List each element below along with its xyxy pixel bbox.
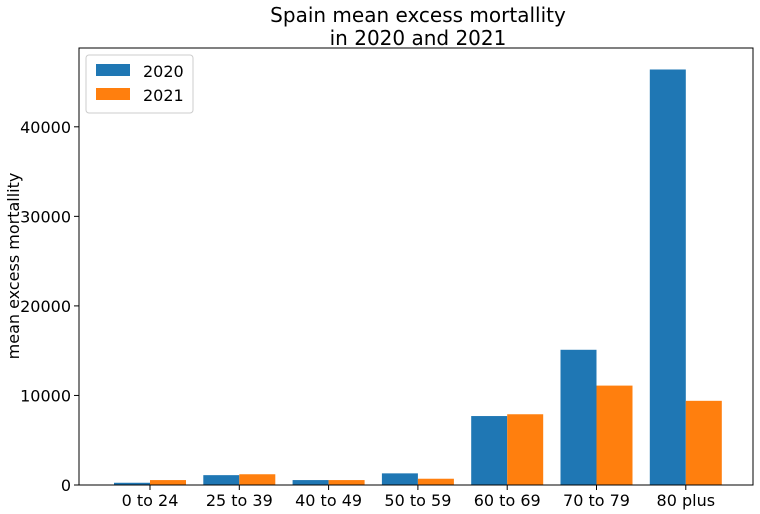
x-tick-label: 0 to 24 <box>122 491 179 510</box>
y-tick-label: 20000 <box>20 297 71 316</box>
bar-2020-25-to-39 <box>203 475 240 485</box>
bar-2021-60-to-69 <box>507 414 544 485</box>
y-axis-ticks: 0 10000 20000 30000 40000 <box>20 118 79 495</box>
y-tick-label: 40000 <box>20 118 71 137</box>
x-axis-ticks: 0 to 24 25 to 39 40 to 49 50 to 59 60 to 69 7… <box>122 485 715 510</box>
bar-2020-80-plus <box>649 69 686 485</box>
chart-title-line-1: Spain mean excess mortallity <box>270 3 566 27</box>
bar-2021-25-to-39 <box>239 474 276 485</box>
bar-2020-70-to-79 <box>560 349 597 485</box>
legend: 2020 2021 <box>85 54 194 114</box>
bar-2021-40-to-49 <box>328 480 365 485</box>
x-tick-label: 70 to 79 <box>563 491 630 510</box>
legend-label-2020: 2020 <box>143 62 184 81</box>
y-tick-label: 10000 <box>20 386 71 405</box>
x-tick-label: 80 plus <box>657 491 716 510</box>
bar-2021-70-to-79 <box>596 385 633 485</box>
bar-2020-40-to-49 <box>292 480 329 485</box>
bar-2020-60-to-69 <box>471 416 508 485</box>
legend-label-2021: 2021 <box>143 86 184 105</box>
bar-2021-80-plus <box>685 400 722 485</box>
y-tick-label: 0 <box>61 476 71 495</box>
legend-swatch-2020 <box>96 64 130 76</box>
x-tick-label: 40 to 49 <box>295 491 362 510</box>
bar-2020-0-to-24 <box>114 482 150 485</box>
bar-2020-50-to-59 <box>381 473 418 485</box>
chart-title-line-2: in 2020 and 2021 <box>330 26 507 50</box>
bar-2021-50-to-59 <box>417 478 454 485</box>
y-axis-label: mean excess mortallity <box>4 173 23 360</box>
y-tick-label: 30000 <box>20 207 71 226</box>
x-tick-label: 25 to 39 <box>206 491 273 510</box>
bar-2021-0-to-24 <box>150 480 186 485</box>
x-tick-label: 50 to 59 <box>384 491 451 510</box>
plot-frame <box>78 47 754 486</box>
bars-layer <box>114 69 722 485</box>
x-tick-label: 60 to 69 <box>474 491 541 510</box>
legend-swatch-2021 <box>96 88 130 100</box>
